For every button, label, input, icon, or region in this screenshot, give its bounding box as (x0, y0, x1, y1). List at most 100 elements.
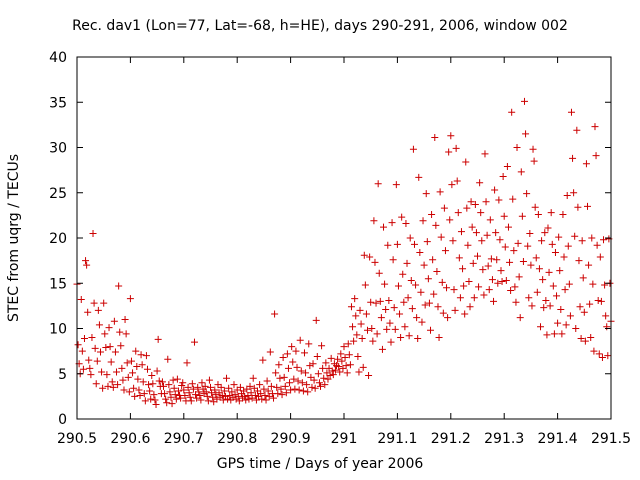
data-point (345, 351, 353, 359)
data-point (160, 382, 168, 390)
data-point (78, 347, 86, 355)
data-point (433, 267, 441, 275)
data-point (188, 380, 196, 388)
data-point (432, 221, 440, 229)
data-point (567, 108, 575, 116)
data-point (257, 390, 265, 398)
data-point (383, 325, 391, 333)
data-point (372, 299, 380, 307)
data-point (331, 366, 339, 374)
data-point (190, 338, 198, 346)
data-point (334, 355, 342, 363)
data-point (259, 356, 267, 364)
data-point (603, 323, 611, 331)
data-point (167, 393, 175, 401)
data-point (370, 217, 378, 225)
data-point (296, 336, 304, 344)
data-point (155, 377, 163, 385)
data-point (463, 204, 471, 212)
data-point (522, 130, 530, 138)
data-point (223, 374, 231, 382)
data-point (586, 300, 594, 308)
data-point (476, 179, 484, 187)
data-point (472, 229, 480, 237)
data-point (309, 360, 317, 368)
data-point (581, 337, 589, 345)
data-point (510, 247, 518, 255)
data-point (94, 306, 102, 314)
data-point (247, 389, 255, 397)
data-point (385, 296, 393, 304)
data-point (471, 201, 479, 209)
data-point (375, 269, 383, 277)
data-point (115, 282, 123, 290)
data-point (509, 195, 517, 203)
data-point (387, 338, 395, 346)
data-point (146, 387, 154, 395)
data-point (485, 286, 493, 294)
data-point (231, 391, 239, 399)
data-point (367, 298, 375, 306)
x-tick-label: 291 (331, 431, 358, 447)
data-point (173, 375, 181, 383)
chart-title: Rec. dav1 (Lon=77, Lat=-68, h=HE), days … (72, 18, 568, 34)
data-point (83, 261, 91, 269)
data-point (570, 189, 578, 197)
data-point (438, 278, 446, 286)
y-tick-label: 10 (49, 322, 67, 338)
data-point (87, 371, 95, 379)
data-point (466, 303, 474, 311)
data-point (140, 390, 148, 398)
data-point (251, 391, 259, 399)
data-point (305, 340, 313, 348)
data-point (502, 277, 510, 285)
data-point (313, 353, 321, 361)
y-tick-label: 25 (49, 186, 67, 202)
data-point (80, 334, 88, 342)
data-point (284, 364, 292, 372)
data-point (172, 395, 180, 403)
data-point (373, 330, 381, 338)
data-point (381, 280, 389, 288)
data-point (202, 388, 210, 396)
y-tick-label: 5 (58, 367, 67, 383)
data-point (218, 391, 226, 399)
data-point (425, 299, 433, 307)
data-point (561, 286, 569, 294)
data-point (420, 261, 428, 269)
data-point (89, 229, 97, 237)
data-point (165, 381, 173, 389)
data-point (260, 385, 268, 393)
data-point (350, 337, 358, 345)
y-tick-label: 40 (49, 50, 67, 66)
data-point (508, 108, 516, 116)
data-point (240, 387, 248, 395)
data-point (551, 248, 559, 256)
data-point (444, 314, 452, 322)
data-point (358, 334, 366, 342)
data-point (543, 331, 551, 339)
data-point (529, 145, 537, 153)
data-point (486, 216, 494, 224)
data-point (564, 242, 572, 250)
data-point (121, 315, 129, 323)
data-point (406, 234, 414, 242)
data-point (322, 359, 330, 367)
data-point (456, 294, 464, 302)
data-point (430, 290, 438, 298)
data-point (289, 358, 297, 366)
data-point (263, 377, 271, 385)
data-point (587, 334, 595, 342)
data-point (391, 325, 399, 333)
data-point (557, 305, 565, 313)
data-point (108, 378, 116, 386)
data-point (225, 384, 233, 392)
data-point (174, 387, 182, 395)
data-point (506, 258, 514, 266)
data-point (575, 257, 583, 265)
data-point (399, 270, 407, 278)
data-point (602, 312, 610, 320)
x-tick-label: 291.2 (431, 431, 471, 447)
data-point (357, 320, 365, 328)
data-point (272, 369, 280, 377)
